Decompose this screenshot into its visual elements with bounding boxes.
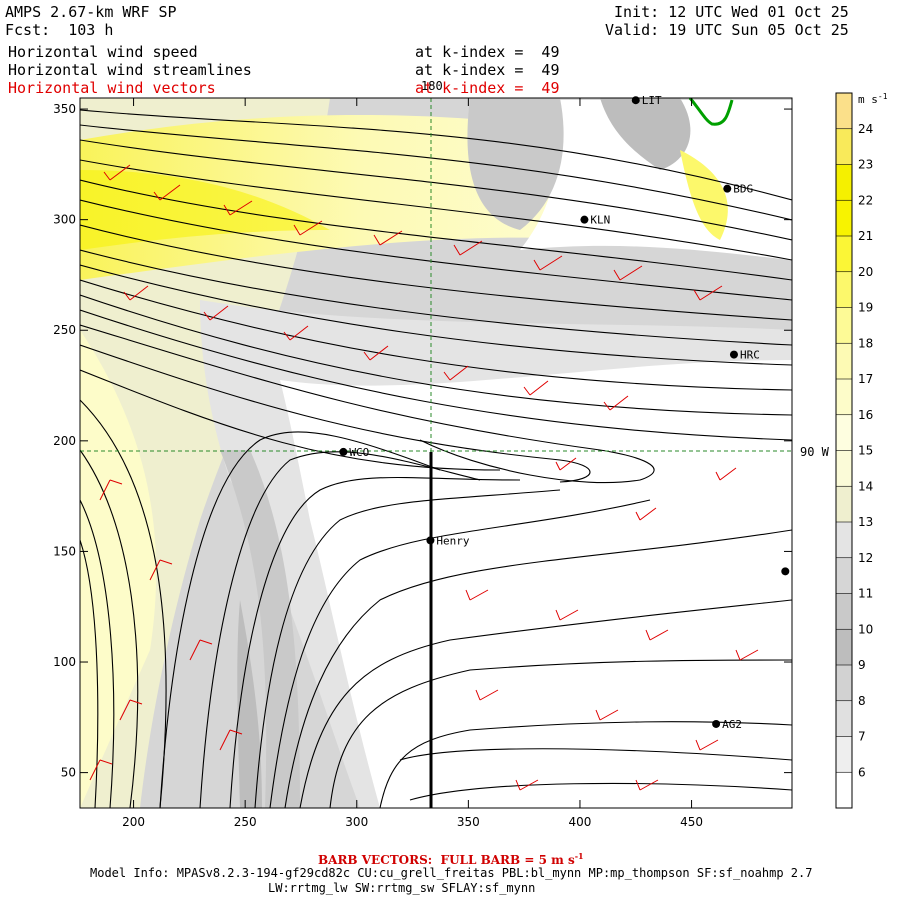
- colorbar-swatch: [836, 200, 852, 236]
- wind-barbs: [89, 164, 759, 791]
- y-tick-label: 200: [53, 434, 76, 448]
- station-marker: [631, 96, 640, 105]
- colorbar-label: 7: [858, 730, 866, 744]
- station-marker: [712, 719, 721, 728]
- colorbar: 24 23 22 21 20 19 18 17 16 15 14 13 12 11 10 9 8 7 6: [835, 92, 873, 809]
- field-name-streamlines: Horizontal wind streamlines: [8, 61, 252, 79]
- station-label: WCO: [349, 446, 369, 459]
- valid-time: Valid: 19 UTC Sun 05 Oct 25: [605, 21, 849, 39]
- colorbar-label: 8: [858, 694, 866, 708]
- barb-legend-exponent: -1: [574, 851, 584, 861]
- colorbar-unit: m s-1: [858, 92, 888, 106]
- colorbar-swatch: [836, 486, 852, 522]
- x-tick-label: 350: [457, 815, 480, 829]
- y-tick-label: 300: [53, 213, 76, 227]
- field-name-wind-vectors: Horizontal wind vectors: [8, 79, 216, 97]
- colorbar-label: 22: [858, 193, 873, 207]
- colorbar-swatch: [836, 629, 852, 665]
- y-tick-label: 350: [53, 102, 76, 116]
- field-name-wind-speed: Horizontal wind speed: [8, 43, 198, 61]
- colorbar-label: 23: [858, 158, 873, 172]
- colorbar-label: 13: [858, 515, 873, 529]
- colorbar-label: 16: [858, 408, 873, 422]
- station-label: LIT: [642, 94, 662, 107]
- model-info-line-2: LW:rrtmg_lw SW:rrtmg_sw SFLAY:sf_mynn: [268, 881, 536, 895]
- colorbar-swatch: [836, 93, 852, 129]
- station-marker: [781, 567, 790, 576]
- colorbar-label: 6: [858, 765, 866, 779]
- field-level-wind-vectors: at k-index = 49: [415, 79, 560, 97]
- colorbar-swatch: [836, 450, 852, 487]
- colorbar-unit-text: m s: [858, 93, 878, 106]
- colorbar-swatch: [836, 414, 852, 451]
- colorbar-label: 15: [858, 444, 873, 458]
- colorbar-label: 11: [858, 587, 873, 601]
- field-level-streamlines: at k-index = 49: [415, 61, 560, 79]
- colorbar-swatch: [836, 522, 852, 558]
- wind-speed-field: [80, 98, 792, 808]
- colorbar-label: 21: [858, 229, 873, 243]
- colorbar-swatch: [836, 128, 852, 165]
- stations: KLN BDG HRC WCO Henry AG2 LIT: [339, 94, 790, 731]
- colorbar-swatch: [836, 772, 852, 808]
- parallel-label: 90 W: [800, 445, 830, 459]
- y-tick-label: 250: [53, 323, 76, 337]
- colorbar-swatch: [836, 307, 852, 344]
- station-label: Henry: [436, 534, 469, 547]
- colorbar-label: 10: [858, 622, 873, 636]
- station-label: HRC: [740, 349, 760, 362]
- station-marker: [426, 536, 435, 545]
- barb-legend-text: BARB VECTORS: FULL BARB = 5 m s: [318, 853, 575, 867]
- colorbar-unit-exponent: -1: [878, 92, 888, 101]
- colorbar-swatch: [836, 343, 852, 379]
- init-time: Init: 12 UTC Wed 01 Oct 25: [614, 3, 849, 21]
- colorbar-swatch: [836, 700, 852, 737]
- colorbar-label: 9: [858, 658, 866, 672]
- x-tick-label: 400: [569, 815, 592, 829]
- colorbar-swatch: [836, 379, 852, 415]
- colorbar-swatch: [836, 593, 852, 630]
- colorbar-label: 14: [858, 479, 873, 493]
- x-tick-label: 300: [345, 815, 368, 829]
- station-marker: [723, 184, 732, 193]
- station-marker: [729, 350, 738, 359]
- field-level-wind-speed: at k-index = 49: [415, 43, 560, 61]
- forecast-hour: Fcst: 103 h: [5, 21, 114, 39]
- x-tick-label: 200: [122, 815, 145, 829]
- map-frame: [79, 97, 793, 809]
- coastline: [688, 98, 734, 126]
- barb-legend: BARB VECTORS: FULL BARB = 5 m s-1: [318, 849, 584, 867]
- streamlines: [80, 109, 792, 808]
- station-label: KLN: [590, 214, 610, 227]
- station-marker: [339, 447, 348, 456]
- colorbar-label: 20: [858, 265, 873, 279]
- colorbar-label: 17: [858, 372, 873, 386]
- meridian-label: 180: [421, 79, 443, 93]
- colorbar-swatch: [836, 736, 852, 773]
- colorbar-swatch: [836, 271, 852, 308]
- x-tick-label: 450: [680, 815, 703, 829]
- y-tick-label: 150: [53, 544, 76, 558]
- model-info-line-1: Model Info: MPASv8.2.3-194-gf29cd82c CU:…: [90, 866, 813, 880]
- colorbar-swatch: [836, 164, 852, 201]
- station-marker: [580, 215, 589, 224]
- axis-ticks: 200 250 300 350 400 450 50 100 150 200 250 300 350: [53, 98, 792, 829]
- colorbar-swatch: [836, 665, 852, 701]
- y-tick-label: 50: [61, 766, 76, 780]
- colorbar-label: 19: [858, 301, 873, 315]
- colorbar-label: 12: [858, 551, 873, 565]
- y-tick-label: 100: [53, 655, 76, 669]
- station-label: BDG: [733, 183, 753, 196]
- colorbar-label: 24: [858, 122, 873, 136]
- x-tick-label: 250: [234, 815, 257, 829]
- station-label: AG2: [722, 718, 742, 731]
- colorbar-swatch: [836, 557, 852, 594]
- colorbar-swatch: [836, 236, 852, 272]
- wind-map: 200 250 300 350 400 450 50 100 150 200 250 300 350 K…: [53, 79, 888, 829]
- colorbar-label: 18: [858, 336, 873, 350]
- model-title: AMPS 2.67-km WRF SP: [5, 3, 177, 21]
